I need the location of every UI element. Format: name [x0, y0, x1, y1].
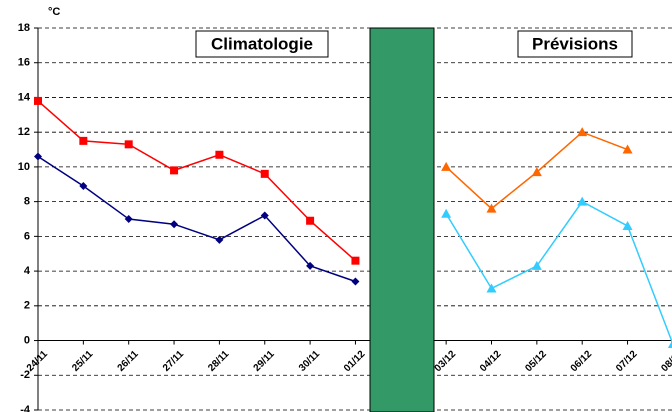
- x-tick-label: 03/12: [433, 348, 459, 374]
- y-tick-label: -4: [20, 404, 31, 412]
- y-tick-label: 4: [24, 265, 31, 277]
- marker: [215, 150, 224, 159]
- series-line: [37, 100, 356, 262]
- marker: [34, 96, 42, 105]
- marker: [124, 140, 133, 149]
- annotation: Climatologie: [211, 34, 313, 53]
- x-tick-label: 05/12: [523, 348, 549, 374]
- marker: [351, 277, 360, 286]
- marker: [170, 166, 179, 175]
- x-tick-label: 25/11: [70, 348, 95, 373]
- x-tick-label: 01/12: [342, 348, 368, 374]
- y-tick-label: 18: [18, 22, 30, 34]
- y-tick-label: 16: [18, 57, 30, 69]
- marker: [170, 220, 179, 229]
- y-axis-label: °C: [48, 6, 60, 18]
- x-tick-label: 27/11: [161, 348, 186, 373]
- marker: [34, 152, 42, 161]
- marker: [577, 196, 588, 206]
- marker: [79, 182, 88, 191]
- marker: [441, 161, 452, 171]
- y-tick-label: 10: [18, 161, 30, 173]
- marker: [622, 220, 633, 230]
- marker: [667, 340, 672, 349]
- marker: [351, 256, 360, 265]
- separator-band: [369, 27, 435, 412]
- marker: [531, 167, 542, 177]
- x-tick-label: 04/12: [478, 348, 504, 374]
- x-tick-label: 06/12: [569, 348, 595, 374]
- marker: [531, 260, 542, 270]
- y-tick-label: -2: [20, 369, 30, 381]
- x-tick-label: 28/11: [206, 348, 231, 373]
- marker: [441, 208, 452, 218]
- y-tick-label: 0: [24, 334, 30, 346]
- marker: [124, 215, 133, 223]
- annotation-box: [195, 30, 329, 58]
- marker: [215, 235, 224, 244]
- marker: [306, 216, 315, 225]
- y-tick-label: 6: [24, 230, 30, 242]
- x-tick-label: 30/11: [297, 348, 322, 373]
- marker: [486, 203, 497, 213]
- y-tick-label: 14: [18, 91, 31, 103]
- y-tick-label: 8: [24, 196, 30, 208]
- x-tick-label: 08/12: [659, 348, 672, 374]
- marker: [622, 144, 633, 154]
- y-tick-label: 2: [24, 300, 30, 312]
- x-tick-label: 29/11: [252, 348, 277, 373]
- y-tick-label: 12: [18, 126, 30, 138]
- series-line: [37, 155, 356, 283]
- series-line: [445, 200, 672, 344]
- x-tick-label: 07/12: [614, 348, 640, 374]
- marker: [260, 169, 269, 178]
- marker: [577, 127, 588, 137]
- annotation-box: [517, 30, 633, 58]
- marker: [260, 211, 269, 220]
- marker: [79, 136, 88, 145]
- x-tick-label: 26/11: [116, 348, 141, 373]
- marker: [486, 283, 497, 293]
- annotation: Prévisions: [532, 34, 618, 53]
- marker: [306, 261, 315, 270]
